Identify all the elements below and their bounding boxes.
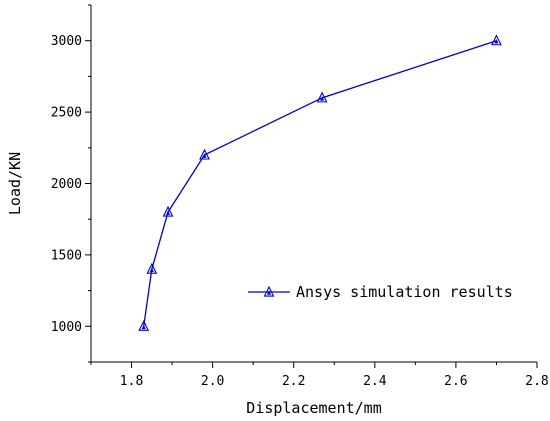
y-axis-title: Load/KN [6, 152, 24, 215]
x-tick-label: 2.6 [444, 374, 467, 389]
data-point-marker-core [149, 267, 154, 272]
x-tick-label: 2.0 [201, 374, 224, 389]
x-tick-label: 2.8 [525, 374, 548, 389]
data-point-marker [138, 320, 150, 331]
data-point-marker-core [166, 210, 171, 215]
x-tick-label: 2.2 [282, 374, 305, 389]
data-point-marker-core [320, 96, 325, 101]
y-tick-label: 2500 [51, 106, 82, 121]
legend-triangle-marker-icon [263, 285, 275, 297]
x-axis-title: Displacement/mm [246, 399, 381, 417]
plot-frame [90, 5, 537, 363]
data-point-marker [316, 91, 328, 103]
data-point-marker-core [202, 153, 207, 158]
y-tick-label: 1500 [51, 248, 82, 263]
legend-label: Ansys simulation results [296, 283, 513, 301]
data-point-marker [162, 205, 174, 217]
legend-marker-core [267, 290, 271, 295]
y-tick-label: 2000 [51, 177, 82, 192]
x-tick-label: 1.8 [120, 374, 143, 389]
data-point-marker-core [141, 324, 146, 330]
y-axis-ticks: 1000 1500 2000 2500 3000 [51, 4, 91, 363]
data-point-marker [491, 34, 502, 46]
series-layer [138, 34, 502, 331]
data-point-marker-core [494, 38, 499, 44]
series-line [143, 40, 497, 327]
y-tick-label: 1000 [51, 320, 82, 335]
x-axis-ticks: 1.8 2.0 2.2 2.4 2.6 2.8 [90, 362, 549, 389]
x-tick-label: 2.4 [363, 374, 387, 389]
data-point-marker [199, 148, 210, 160]
y-tick-label: 3000 [51, 34, 82, 49]
data-point-marker [146, 262, 158, 274]
legend: Ansys simulation results [248, 283, 513, 301]
